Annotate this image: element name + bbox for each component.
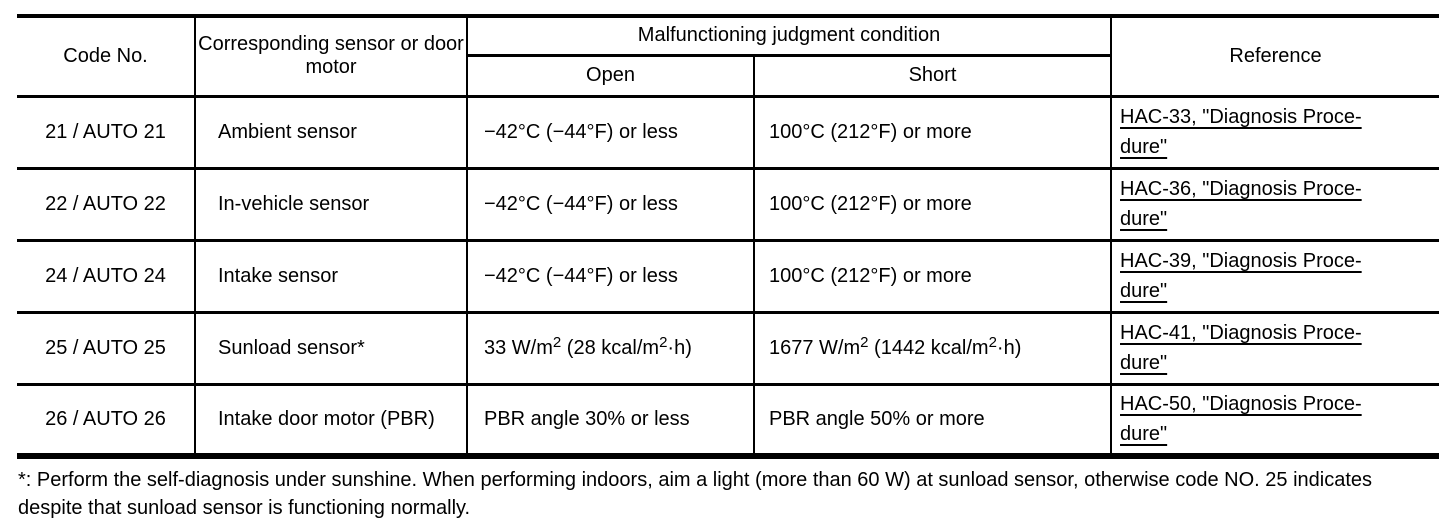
- header-open: Open: [466, 53, 755, 98]
- short-condition-cell: 100°C (212°F) or more: [752, 166, 1113, 242]
- short-condition-cell: 1677 W/m2 (1442 kcal/m2·h): [752, 310, 1113, 386]
- table-row: 21 / AUTO 21 Ambient sensor −42°C (−44°F…: [17, 94, 1440, 170]
- table-row: 24 / AUTO 24 Intake sensor −42°C (−44°F)…: [17, 238, 1440, 314]
- code-cell: 22 / AUTO 22: [17, 166, 196, 242]
- sensor-cell: In-vehicle sensor: [194, 166, 468, 242]
- short-condition-cell: PBR angle 50% or more: [752, 382, 1113, 458]
- sensor-cell: Ambient sensor: [194, 94, 468, 170]
- table-row: 25 / AUTO 25 Sunload sensor* 33 W/m2 (28…: [17, 310, 1440, 386]
- reference-link-line: HAC-50, "Diagnosis Proce-: [1120, 393, 1362, 416]
- table-row: 26 / AUTO 26 Intake door motor (PBR) PBR…: [17, 382, 1440, 458]
- reference-link[interactable]: HAC-36, "Diagnosis Proce-dure": [1120, 174, 1433, 234]
- open-condition-cell: −42°C (−44°F) or less: [466, 238, 755, 314]
- open-condition-cell: −42°C (−44°F) or less: [466, 94, 755, 170]
- header-row-1: Code No. Corresponding sensor or door mo…: [17, 14, 1440, 98]
- open-condition-cell: 33 W/m2 (28 kcal/m2·h): [466, 310, 755, 386]
- reference-link-line: dure": [1120, 280, 1168, 302]
- reference-cell: HAC-33, "Diagnosis Proce-dure": [1110, 94, 1440, 170]
- self-diagnosis-code-table: Code No. Corresponding sensor or door mo…: [17, 14, 1440, 459]
- reference-link-line: HAC-41, "Diagnosis Proce-: [1120, 322, 1362, 344]
- reference-link-line: dure": [1120, 208, 1168, 230]
- reference-link-line: HAC-36, "Diagnosis Proce-: [1120, 178, 1362, 200]
- sunload-sensor-footnote: *: Perform the self-diagnosis under suns…: [18, 469, 1373, 519]
- header-code: Code No.: [17, 14, 196, 98]
- reference-link[interactable]: HAC-33, "Diagnosis Proce-dure": [1120, 102, 1433, 162]
- open-condition-cell: −42°C (−44°F) or less: [466, 166, 755, 242]
- reference-link-line: HAC-33, "Diagnosis Proce-: [1120, 106, 1362, 128]
- header-reference: Reference: [1110, 14, 1440, 98]
- code-cell: 21 / AUTO 21: [17, 94, 196, 170]
- header-sensor: Corresponding sensor or door motor: [194, 14, 468, 98]
- reference-cell: HAC-50, "Diagnosis Proce-dure": [1110, 382, 1440, 458]
- reference-link-line: dure": [1120, 423, 1168, 446]
- reference-link-line: dure": [1120, 136, 1168, 158]
- sensor-cell: Intake door motor (PBR): [194, 382, 468, 458]
- reference-cell: HAC-41, "Diagnosis Proce-dure": [1110, 310, 1440, 386]
- sensor-cell: Sunload sensor*: [194, 310, 468, 386]
- reference-cell: HAC-39, "Diagnosis Proce-dure": [1110, 238, 1440, 314]
- code-cell: 26 / AUTO 26: [17, 382, 196, 458]
- header-malfunction-condition: Malfunctioning judgment condition: [465, 14, 1113, 57]
- header-row-2: Open Short: [17, 53, 1439, 98]
- reference-link[interactable]: HAC-39, "Diagnosis Proce-dure": [1120, 246, 1433, 306]
- reference-link-line: HAC-39, "Diagnosis Proce-: [1120, 250, 1362, 272]
- header-short: Short: [752, 53, 1113, 98]
- reference-cell: HAC-36, "Diagnosis Proce-dure": [1110, 166, 1440, 242]
- reference-link[interactable]: HAC-50, "Diagnosis Proce-dure": [1120, 389, 1433, 449]
- short-condition-cell: 100°C (212°F) or more: [752, 238, 1113, 314]
- reference-link[interactable]: HAC-41, "Diagnosis Proce-dure": [1120, 318, 1433, 378]
- code-cell: 24 / AUTO 24: [17, 238, 196, 314]
- table-row: 22 / AUTO 22 In-vehicle sensor −42°C (−4…: [17, 166, 1440, 242]
- code-cell: 25 / AUTO 25: [17, 310, 196, 386]
- reference-link-line: dure": [1120, 352, 1168, 374]
- short-condition-cell: 100°C (212°F) or more: [752, 94, 1113, 170]
- open-condition-cell: PBR angle 30% or less: [466, 382, 755, 458]
- sensor-cell: Intake sensor: [194, 238, 468, 314]
